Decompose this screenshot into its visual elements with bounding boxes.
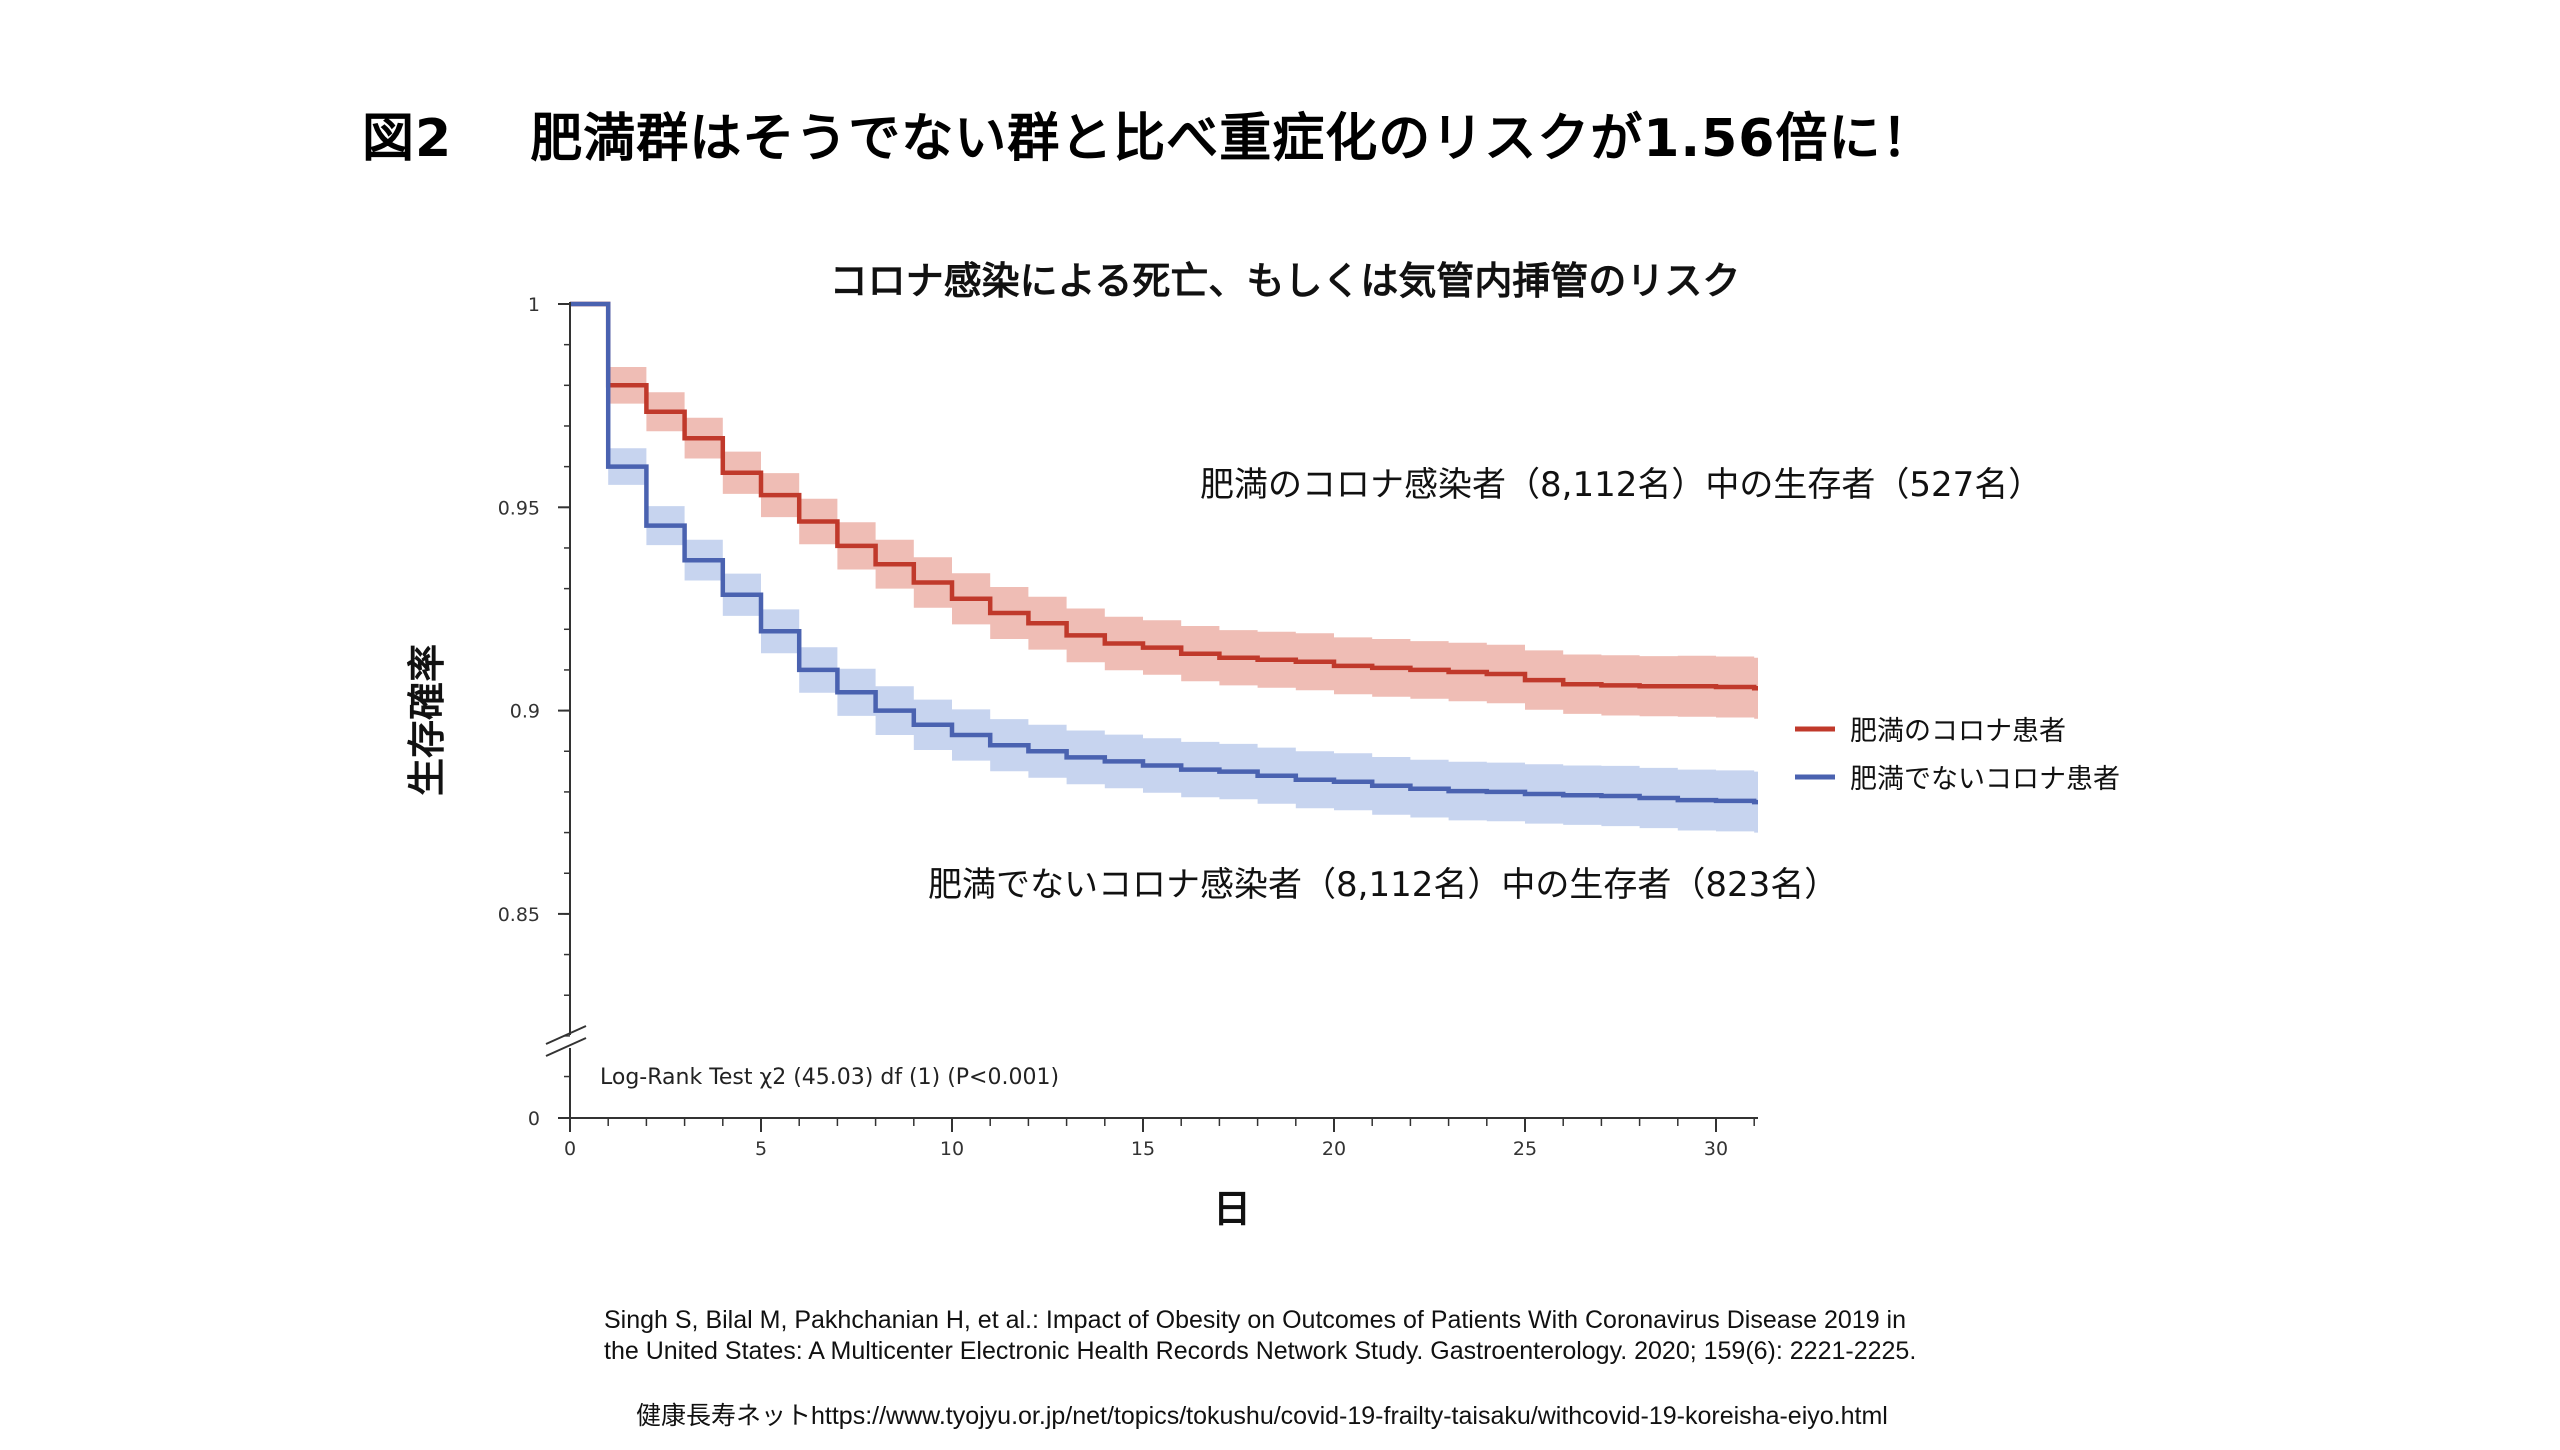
x-tick-label: 30 bbox=[1704, 1138, 1728, 1160]
y-tick-label: 0 bbox=[528, 1108, 540, 1130]
citation-line-2: the United States: A Multicenter Electro… bbox=[604, 1337, 1917, 1365]
x-tick-label: 5 bbox=[755, 1138, 767, 1160]
citation-line-1: Singh S, Bilal M, Pakhchanian H, et al.:… bbox=[604, 1306, 1907, 1334]
legend-label-nonobese: 肥満でないコロナ患者 bbox=[1850, 764, 2120, 795]
x-tick-label: 10 bbox=[940, 1138, 964, 1160]
annotation-obese-survivors: 肥満のコロナ感染者（8,112名）中の生存者（527名） bbox=[1200, 465, 2042, 505]
y-tick-label: 0.95 bbox=[498, 497, 540, 519]
axis-break-mark-1 bbox=[545, 1025, 587, 1045]
annotation-nonobese-survivors: 肥満でないコロナ感染者（8,112名）中の生存者（823名） bbox=[928, 865, 1838, 905]
source-line: 健康長寿ネットhttps://www.tyojyu.or.jp/net/topi… bbox=[636, 1402, 1888, 1430]
x-axis-label: 日 bbox=[1213, 1187, 1251, 1231]
x-tick-label: 15 bbox=[1131, 1138, 1155, 1160]
survival-line-series-0 bbox=[570, 301, 1758, 691]
y-axis-label: 生存確率 bbox=[405, 644, 449, 796]
legend-label-obese: 肥満のコロナ患者 bbox=[1850, 716, 2066, 747]
confidence-band-series-0 bbox=[570, 304, 1758, 719]
survival-line-series-1 bbox=[570, 301, 1758, 805]
chart-title: コロナ感染による死亡、もしくは気管内挿管のリスク bbox=[830, 259, 1741, 303]
x-tick-label: 25 bbox=[1513, 1138, 1537, 1160]
y-tick-label: 0.9 bbox=[510, 701, 540, 723]
figure-heading: 図2 肥満群はそうでない群と比べ重症化のリスクが1.56倍に！ bbox=[362, 96, 1935, 171]
figure-title: 肥満群はそうでない群と比べ重症化のリスクが1.56倍に！ bbox=[530, 109, 1935, 169]
x-tick-label: 20 bbox=[1322, 1138, 1346, 1160]
figure-label: 図2 bbox=[362, 109, 453, 169]
x-tick-label: 0 bbox=[564, 1138, 576, 1160]
legend: 肥満のコロナ患者 肥満でないコロナ患者 bbox=[1795, 716, 2120, 795]
logrank-annotation: Log-Rank Test χ2 (45.03) df (1) (P<0.001… bbox=[600, 1065, 1059, 1090]
axis-break-mark-2 bbox=[545, 1037, 587, 1057]
y-tick-label: 0.85 bbox=[498, 904, 540, 926]
confidence-band-series-1 bbox=[570, 304, 1758, 833]
y-tick-label: 1 bbox=[528, 294, 540, 316]
